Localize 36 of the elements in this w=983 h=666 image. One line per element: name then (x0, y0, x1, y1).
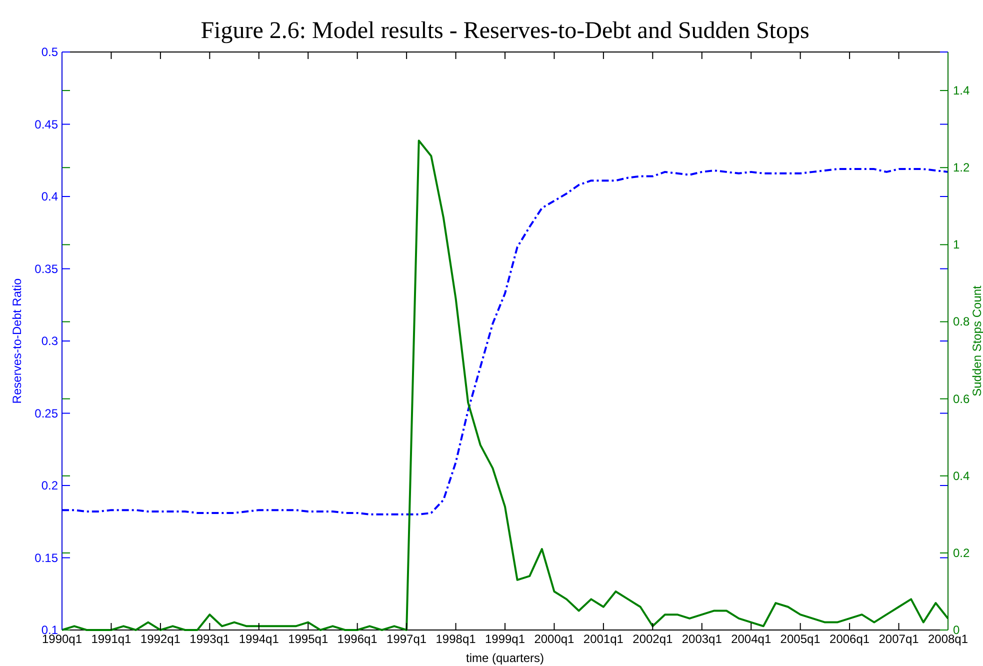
line-series (61, 168, 949, 516)
y-tick-label: 0.2 (41, 478, 58, 492)
x-tick-label: 1994q1 (238, 632, 280, 646)
x-tick-label: 2003q1 (682, 632, 722, 646)
x-tick-label: 1991q1 (91, 632, 132, 646)
x-tick-label: 1996q1 (337, 632, 378, 646)
chart-title: Figure 2.6: Model results - Reserves-to-Debt and Sudden Stops (200, 18, 810, 44)
y-axis-title: Reserves-to-Debt Ratio (10, 278, 24, 404)
y2-tick-label: 1 (953, 238, 960, 252)
y-tick-label: 0.45 (34, 117, 58, 132)
y-tick-label: 0.35 (34, 262, 58, 276)
y2-tick-label: 0.2 (953, 546, 970, 560)
x-tick-label: 1993q1 (190, 632, 230, 646)
y-tick-label: 0.3 (41, 334, 58, 348)
y2-tick-label: 0.6 (953, 392, 970, 406)
x-tick-label: 1999q1 (484, 632, 526, 646)
x-axis-title: time (quarters) (466, 651, 544, 665)
x-tick-label: 2005q1 (780, 632, 821, 646)
y-tick-label: 0.5 (41, 45, 58, 59)
y2-tick-label: 1.4 (953, 84, 970, 98)
x-tick-label: 1995q1 (288, 632, 328, 646)
x-tick-label: 2007q1 (878, 632, 920, 646)
x-tick-label: 2000q1 (534, 632, 575, 646)
y2-tick-label: 1.2 (953, 160, 970, 175)
x-tick-label: 2002q1 (632, 632, 674, 646)
x-tick-label: 2006q1 (830, 632, 870, 646)
x-tick-label: 1997q1 (386, 632, 427, 646)
x-tick-label: 1992q1 (140, 632, 181, 646)
y-tick-label: 0.4 (41, 190, 58, 204)
y-tick-label: 0.25 (34, 406, 58, 420)
x-tick-label: 2004q1 (731, 632, 772, 646)
y2-tick-label: 0.8 (953, 314, 970, 329)
x-tick-label: 1998q1 (436, 632, 476, 646)
y2-tick-label: 0.4 (953, 468, 970, 483)
y-tick-label: 0.15 (34, 550, 58, 565)
x-tick-label: 2001q1 (583, 632, 624, 646)
